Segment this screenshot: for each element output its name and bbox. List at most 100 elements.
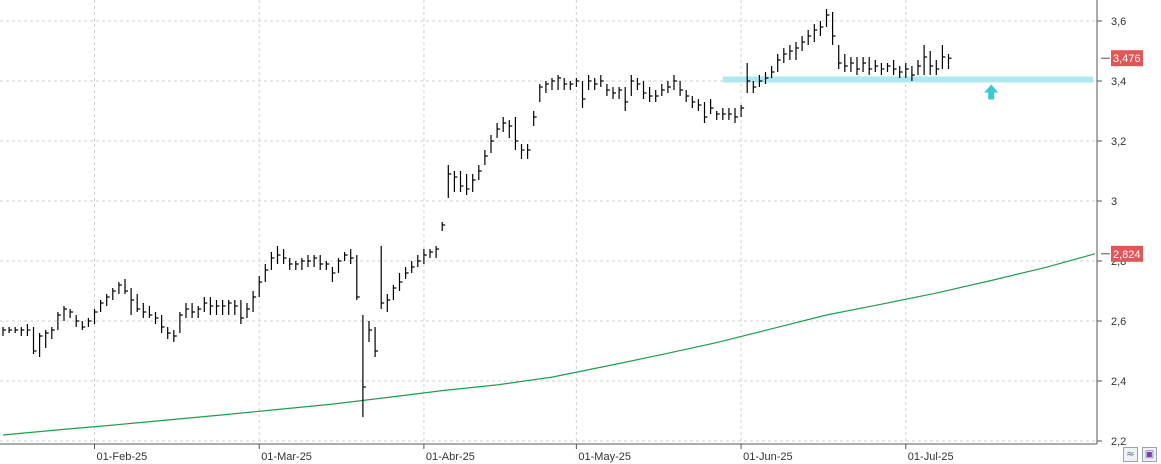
ohlc-bar: [93, 309, 98, 324]
ohlc-bar: [880, 63, 885, 75]
x-tick-label: 01-Mar-25: [261, 451, 312, 463]
ohlc-bar: [173, 330, 177, 342]
y-tick-label: 3,4: [1111, 76, 1126, 88]
last-price-marker: 3,476: [1101, 50, 1143, 67]
ohlc-bar: [502, 117, 507, 132]
last-price-label: 3,476: [1113, 53, 1141, 65]
ohlc-bar: [319, 255, 324, 270]
ohlc-bar: [167, 327, 171, 339]
ohlc-bar: [478, 165, 482, 180]
ohlc-bar: [209, 297, 214, 315]
ohlc-bar: [795, 42, 799, 60]
ohlc-bar: [289, 258, 293, 270]
ohlc-bar: [350, 249, 354, 264]
ohlc-bar: [642, 81, 647, 99]
ohlc-bar: [941, 45, 946, 69]
ohlc-bar: [154, 312, 159, 324]
support-band: [722, 76, 1093, 83]
ohlc-bar: [899, 66, 903, 78]
grid-lines: [0, 0, 1097, 444]
ohlc-bar: [258, 276, 263, 297]
ohlc-bar: [459, 171, 464, 192]
ohlc-bar: [246, 303, 250, 318]
ohlc-bar: [825, 9, 830, 27]
ohlc-bar: [587, 75, 592, 90]
moving-average-label: 2,824: [1113, 249, 1141, 261]
ohlc-bar: [447, 165, 452, 198]
ohlc-bar: [453, 171, 458, 192]
ohlc-bar: [770, 66, 775, 78]
ohlc-bar: [398, 273, 403, 291]
ohlc-bar: [685, 90, 690, 102]
ohlc-bar: [392, 285, 397, 300]
y-tick-label: 2,4: [1111, 376, 1126, 388]
ohlc-bar: [831, 12, 836, 45]
ohlc-bar: [429, 249, 433, 258]
ohlc-bar: [496, 123, 501, 138]
x-tick-label: 01-Jul-25: [908, 451, 954, 463]
ohlc-bar: [63, 306, 67, 321]
ohlc-bar: [947, 54, 952, 69]
ohlc-bar: [557, 75, 562, 90]
ohlc-bar: [417, 255, 421, 267]
ohlc-bar: [423, 249, 427, 264]
ohlc-bar: [563, 78, 568, 90]
ohlc-bar: [307, 255, 311, 267]
ohlc-bar: [87, 318, 92, 327]
y-tick-label: 3: [1111, 196, 1117, 208]
ohlc-bar: [51, 327, 55, 339]
x-tick-label: 01-May-25: [578, 451, 631, 463]
ohlc-bar: [655, 90, 659, 102]
ohlc-bar: [892, 60, 897, 75]
ohlc-bar: [844, 54, 848, 72]
ohlc-bar: [819, 21, 824, 36]
ohlc-bar: [691, 96, 696, 108]
ohlc-bar: [130, 288, 135, 315]
ohlc-bar: [38, 333, 43, 357]
ohlc-bar: [57, 312, 61, 330]
y-tick-label: 2,6: [1111, 316, 1126, 328]
ohlc-bar: [228, 300, 232, 315]
ohlc-bar: [69, 309, 74, 318]
ohlc-bar: [783, 48, 787, 63]
ohlc-bar: [923, 45, 928, 75]
x-axis-ticks: 01-Feb-25 01-Mar-25 01-Abr-25 01-May-25 01-J…: [94, 444, 954, 463]
ohlc-bar: [484, 150, 488, 165]
ohlc-bar: [618, 87, 623, 99]
ohlc-bar: [667, 81, 671, 93]
ohlc-bar: [179, 312, 183, 333]
ohlc-bar: [935, 60, 940, 75]
ohlc-bar: [728, 108, 732, 120]
ohlc-bar: [75, 315, 80, 327]
ohlc-bar: [356, 255, 360, 300]
ohlc-bar: [222, 300, 226, 315]
ohlc-bar: [734, 108, 738, 123]
ohlc-bar: [2, 327, 6, 336]
ohlc-bar: [801, 36, 806, 51]
ohlc-bar: [740, 105, 745, 117]
ohlc-bar: [240, 300, 244, 324]
ohlc-bar: [917, 60, 921, 75]
ohlc-bar: [32, 327, 37, 354]
ohlc-bar: [337, 258, 342, 273]
ohlc-bar: [838, 45, 842, 69]
ohlc-bar: [264, 264, 269, 282]
arrow-up-icon: [984, 84, 999, 100]
ohlc-bar: [106, 294, 110, 306]
ohlc-bar: [215, 300, 220, 315]
ohlc-bar: [325, 261, 330, 270]
wave-icon-button[interactable]: ≈: [1123, 447, 1138, 462]
save-button[interactable]: ▣: [1142, 447, 1157, 462]
ohlc-bar: [26, 324, 31, 336]
moving-average-badge: [1111, 245, 1143, 262]
ohlc-bar: [807, 30, 812, 45]
ohlc-bar: [411, 261, 415, 273]
ohlc-bar: [344, 252, 348, 261]
ohlc-bar: [697, 99, 702, 111]
ohlc-bar: [435, 246, 440, 258]
ohlc-bar: [124, 279, 128, 294]
ohlc-bar: [472, 174, 476, 192]
y-tick-label: 3,2: [1111, 136, 1126, 148]
ohlc-bar: [764, 72, 769, 84]
